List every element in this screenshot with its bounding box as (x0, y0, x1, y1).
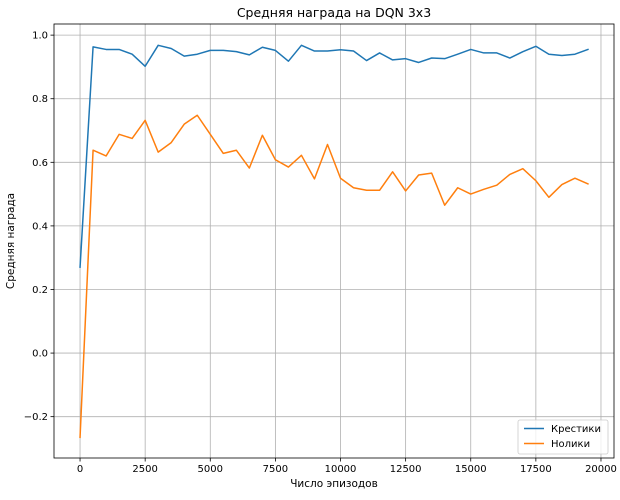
y-tick-label: 0.0 (32, 349, 48, 360)
x-tick-label: 15000 (455, 464, 487, 475)
x-tick-label: 10000 (325, 464, 357, 475)
legend-label-noliki: Нолики (551, 439, 590, 450)
x-tick-label: 12500 (390, 464, 422, 475)
plot-frame (53, 23, 615, 459)
legend: Крестики Нолики (517, 419, 609, 455)
y-tick-label: 0.2 (32, 285, 48, 296)
y-axis-ticks: −0.2 0.0 0.2 0.4 0.6 0.8 1.0 (24, 31, 54, 423)
chart-title: Средняя награда на DQN 3x3 (237, 5, 431, 20)
y-tick-label: −0.2 (24, 412, 48, 423)
x-tick-label: 2500 (132, 464, 157, 475)
x-axis-label: Число эпизодов (290, 478, 378, 490)
series-line-krestiki (79, 44, 589, 269)
series-line-noliki (79, 114, 589, 439)
x-tick-label: 7500 (263, 464, 288, 475)
x-tick-label: 20000 (585, 464, 617, 475)
y-tick-label: 0.8 (32, 94, 48, 105)
y-tick-label: 1.0 (32, 31, 48, 42)
y-tick-label: 0.4 (32, 221, 48, 232)
x-tick-label: 17500 (520, 464, 552, 475)
x-axis-ticks: 0 2500 5000 7500 10000 12500 15000 17500 20000 (77, 458, 617, 475)
x-tick-label: 5000 (198, 464, 223, 475)
y-tick-label: 0.6 (32, 158, 48, 169)
series-lines (79, 44, 589, 439)
x-tick-label: 0 (77, 464, 83, 475)
y-axis-label: Средняя награда (5, 193, 17, 289)
legend-label-krestiki: Крестики (551, 424, 601, 435)
